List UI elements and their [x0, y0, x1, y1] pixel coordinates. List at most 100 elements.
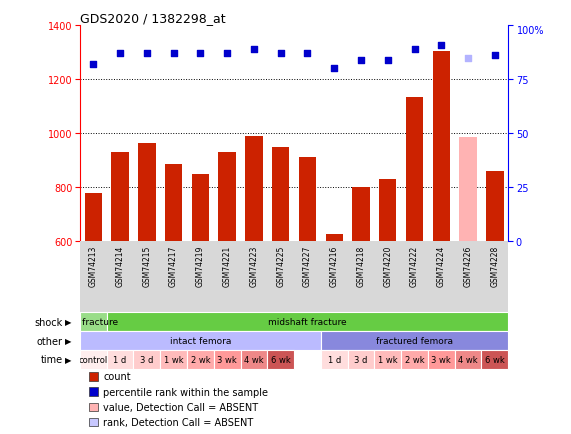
Bar	[455, 350, 481, 369]
Bar	[299, 158, 316, 242]
Bar	[89, 403, 98, 411]
Bar	[187, 350, 214, 369]
Bar	[459, 138, 477, 242]
Text: percentile rank within the sample: percentile rank within the sample	[103, 387, 268, 397]
Bar	[375, 350, 401, 369]
Point	[223, 51, 232, 58]
Point	[196, 51, 205, 58]
Point	[276, 51, 286, 58]
Text: control: control	[79, 355, 108, 364]
Text: ▶: ▶	[65, 336, 71, 345]
Text: GSM74218: GSM74218	[356, 245, 365, 286]
Text: 1 d: 1 d	[328, 355, 341, 364]
Point	[142, 51, 151, 58]
Text: GSM74213: GSM74213	[89, 245, 98, 286]
Text: GDS2020 / 1382298_at: GDS2020 / 1382298_at	[80, 12, 226, 25]
Bar	[160, 350, 187, 369]
Text: GSM74214: GSM74214	[115, 245, 124, 286]
Bar	[111, 153, 129, 242]
Text: GSM74228: GSM74228	[490, 245, 499, 286]
Bar	[80, 350, 107, 369]
Point	[490, 53, 500, 60]
Text: GSM74217: GSM74217	[169, 245, 178, 286]
Text: GSM74225: GSM74225	[276, 245, 285, 286]
Bar	[352, 188, 369, 242]
Point	[89, 61, 98, 68]
Text: GSM74219: GSM74219	[196, 245, 205, 286]
Point	[383, 57, 392, 64]
Point	[329, 66, 339, 72]
Text: GSM74220: GSM74220	[383, 245, 392, 286]
Bar	[165, 165, 182, 242]
Point	[410, 46, 419, 53]
Bar	[219, 153, 236, 242]
Text: count: count	[103, 372, 131, 381]
Text: shock: shock	[35, 317, 63, 327]
Text: intact femora: intact femora	[170, 336, 231, 345]
Point	[437, 42, 446, 49]
Text: 1 wk: 1 wk	[378, 355, 397, 364]
Text: time: time	[41, 355, 63, 365]
Bar	[325, 235, 343, 242]
Bar	[267, 350, 294, 369]
Bar	[245, 137, 263, 242]
Bar	[379, 180, 396, 242]
Point	[169, 51, 178, 58]
Bar	[272, 147, 289, 242]
Text: 4 wk: 4 wk	[244, 355, 264, 364]
Text: other: other	[37, 336, 63, 346]
Text: 1 wk: 1 wk	[164, 355, 183, 364]
Bar	[481, 350, 508, 369]
Text: 3 d: 3 d	[354, 355, 368, 364]
Bar	[89, 372, 98, 381]
Point	[464, 55, 473, 62]
Text: GSM74222: GSM74222	[410, 245, 419, 286]
Text: GSM74227: GSM74227	[303, 245, 312, 286]
Text: GSM74223: GSM74223	[250, 245, 259, 286]
Text: ▶: ▶	[65, 355, 71, 364]
Bar	[107, 350, 134, 369]
Point	[115, 51, 124, 58]
Bar	[80, 331, 321, 350]
Point	[250, 46, 259, 53]
Text: 3 wk: 3 wk	[432, 355, 451, 364]
Text: 4 wk: 4 wk	[459, 355, 478, 364]
Bar	[138, 143, 155, 242]
Text: 3 wk: 3 wk	[218, 355, 237, 364]
Bar	[240, 350, 267, 369]
Text: value, Detection Call = ABSENT: value, Detection Call = ABSENT	[103, 402, 259, 412]
Text: 100%: 100%	[517, 26, 544, 36]
Text: GSM74216: GSM74216	[329, 245, 339, 286]
Bar	[80, 312, 107, 331]
Bar	[401, 350, 428, 369]
Bar	[406, 98, 423, 242]
Bar	[321, 331, 508, 350]
Text: midshaft fracture: midshaft fracture	[268, 317, 347, 326]
Point	[356, 57, 365, 64]
Text: GSM74215: GSM74215	[142, 245, 151, 286]
Text: 6 wk: 6 wk	[271, 355, 291, 364]
Bar	[433, 52, 450, 242]
Bar	[89, 388, 98, 396]
Text: ▶: ▶	[65, 317, 71, 326]
Bar	[428, 350, 455, 369]
Text: GSM74221: GSM74221	[223, 245, 232, 286]
Text: GSM74226: GSM74226	[464, 245, 473, 286]
Text: 3 d: 3 d	[140, 355, 154, 364]
Text: rank, Detection Call = ABSENT: rank, Detection Call = ABSENT	[103, 417, 254, 427]
Bar	[214, 350, 240, 369]
Bar	[348, 350, 375, 369]
Bar	[321, 350, 348, 369]
Text: 6 wk: 6 wk	[485, 355, 505, 364]
Bar	[85, 193, 102, 242]
Text: 2 wk: 2 wk	[405, 355, 424, 364]
Text: GSM74224: GSM74224	[437, 245, 446, 286]
Bar	[486, 171, 504, 242]
Bar	[89, 418, 98, 426]
Bar	[134, 350, 160, 369]
Text: fractured femora: fractured femora	[376, 336, 453, 345]
Text: 1 d: 1 d	[114, 355, 127, 364]
Point	[303, 51, 312, 58]
Text: 2 wk: 2 wk	[191, 355, 210, 364]
Text: no fracture: no fracture	[69, 317, 118, 326]
